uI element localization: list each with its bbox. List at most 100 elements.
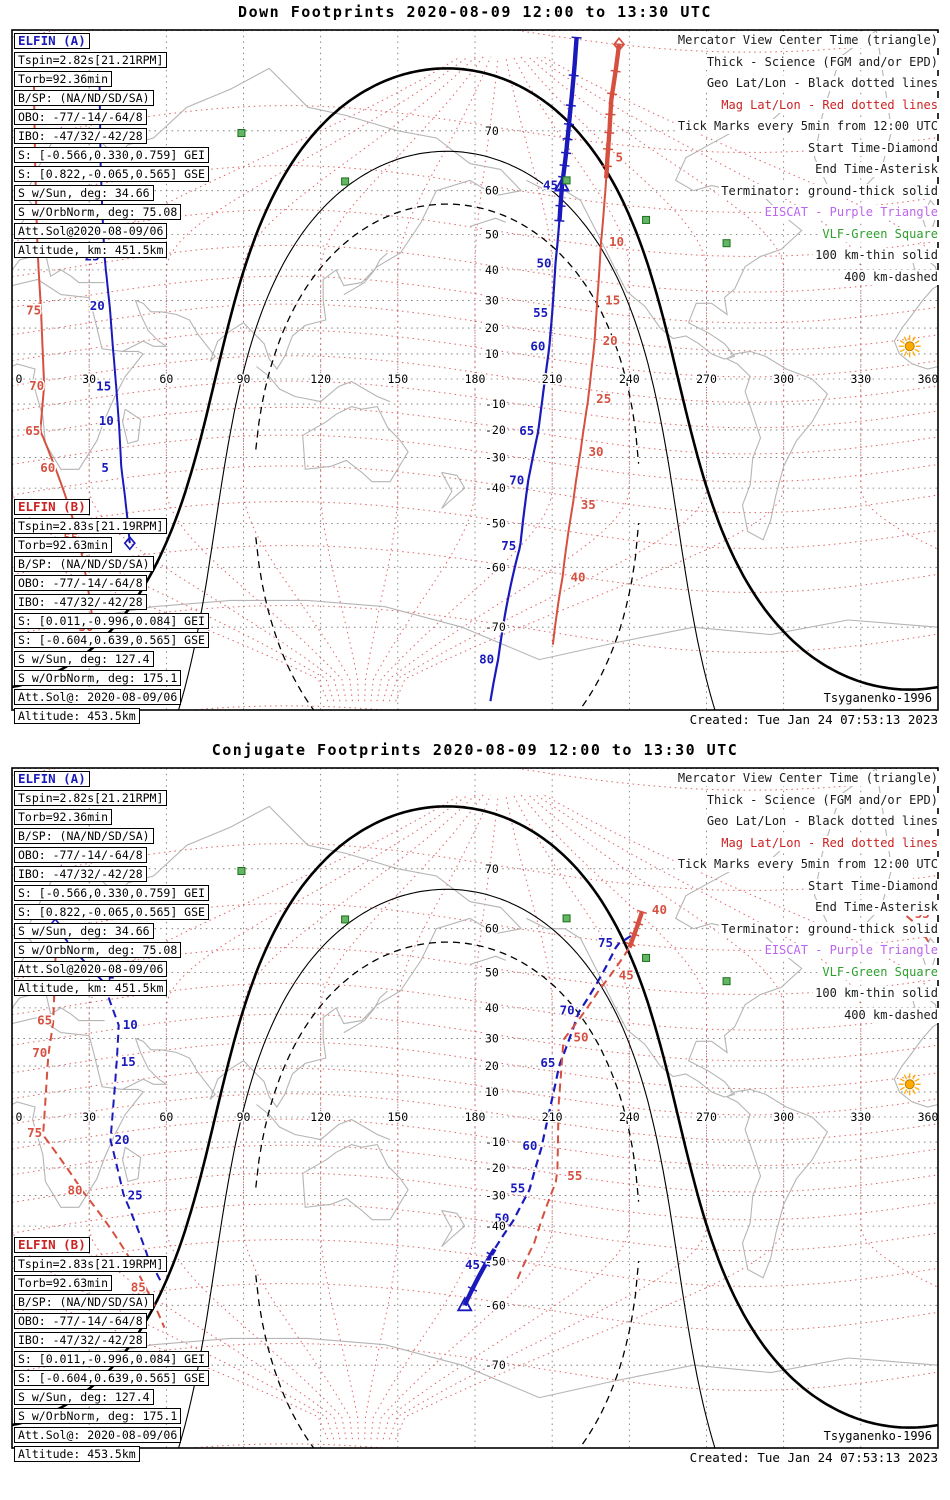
start-time-diamond	[123, 535, 136, 551]
panel-conjugate-footprints: 5101520254550556065707565707580854045505…	[0, 738, 950, 1483]
legend-line: Geo Lat/Lon - Black dotted lines	[704, 76, 940, 91]
svg-text:50: 50	[485, 965, 499, 979]
svg-text:10: 10	[485, 347, 499, 361]
svg-text:40: 40	[485, 263, 499, 277]
info-line: OBO: -77/-14/-64/8	[14, 847, 209, 863]
info-line: Altitude: 453.5km	[14, 708, 209, 724]
minute-tick-label: 60	[522, 1138, 537, 1153]
info-line: Att.Sol@: 2020-08-09/06	[14, 1427, 209, 1443]
map-area-down: 5101520254550556065707580510152025303540…	[12, 30, 938, 710]
legend-line: 400 km-dashed	[842, 1007, 940, 1023]
info-line: Att.Sol@2020-08-09/06	[14, 223, 209, 239]
elfin-header: ELFIN (B)	[14, 1237, 209, 1253]
legend-line: Thick - Science (FGM and/or EPD)	[704, 792, 940, 808]
minute-tick-label: 20	[90, 298, 105, 313]
minute-tick-label: 80	[68, 1182, 83, 1197]
svg-text:-70: -70	[485, 1358, 506, 1372]
minute-tick-label: 80	[479, 652, 494, 667]
legend-line: 100 km-thin solid	[813, 248, 940, 263]
minute-tick-label: 15	[605, 292, 620, 307]
minute-tick-label: 50	[537, 255, 552, 270]
svg-text:0: 0	[16, 372, 23, 386]
svg-text:-30: -30	[485, 1189, 506, 1203]
svg-text:210: 210	[542, 372, 563, 386]
coastlines	[12, 768, 938, 1399]
svg-text:20: 20	[485, 1059, 499, 1073]
svg-text:-50: -50	[485, 1255, 506, 1269]
minute-tick-label: 70	[560, 1002, 575, 1017]
legend-block: Mercator View Center Time (triangle) Thic…	[675, 769, 940, 1027]
svg-text:50: 50	[485, 227, 499, 241]
terminator-400km	[255, 203, 640, 710]
minute-tick-label: 5	[615, 150, 623, 165]
info-line: Tspin=2.82s[21.21RPM]	[14, 52, 209, 68]
track-elfin-b-descending: 5 10 15 20 25 30 35 40	[551, 36, 626, 645]
svg-text:-60: -60	[485, 560, 506, 574]
svg-text:60: 60	[485, 184, 499, 198]
info-line: S: [0.011,-0.996,0.084] GEI	[14, 613, 209, 629]
info-line: OBO: -77/-14/-64/8	[14, 575, 209, 591]
map-frame	[11, 767, 939, 1449]
minute-tick-label: 65	[37, 1012, 52, 1027]
svg-text:270: 270	[696, 372, 717, 386]
legend-line: VLF-Green Square	[820, 964, 940, 980]
info-line: S: [-0.604,0.639,0.565] GSE	[14, 1370, 209, 1386]
info-line: B/SP: (NA/ND/SD/SA)	[14, 1294, 209, 1310]
svg-text:20: 20	[485, 321, 499, 335]
legend-line: End Time-Asterisk	[813, 900, 940, 915]
legend-block: Mercator View Center Time (triangle) Thic…	[675, 31, 940, 289]
legend-line: Terminator: ground-thick solid	[719, 921, 940, 937]
elfin-header: ELFIN (A)	[14, 771, 209, 787]
legend-line: EISCAT - Purple Triangle	[762, 943, 940, 958]
svg-text:330: 330	[850, 372, 871, 386]
info-line: Altitude: 453.5km	[14, 1446, 209, 1462]
info-line: S: [0.822,-0.065,0.565] GSE	[14, 904, 209, 920]
legend-line: Mag Lat/Lon - Red dotted lines	[719, 97, 940, 113]
center-time-triangle	[456, 1296, 473, 1312]
minute-tick-label: 75	[501, 538, 516, 553]
minute-tick-label: 55	[510, 1180, 525, 1195]
minute-tick-label: 50	[494, 1211, 509, 1226]
latitude-axis-labels: 70 60 50 40 30 20 10 -10 -20 -30 -40 -50 -60 -70	[484, 860, 508, 1373]
info-line: B/SP: (NA/ND/SD/SA)	[14, 556, 209, 572]
terminator-100km	[177, 150, 716, 710]
map-frame	[11, 29, 939, 711]
svg-text:-20: -20	[485, 423, 506, 437]
info-line: S w/OrbNorm, deg: 75.08	[14, 942, 209, 958]
svg-text:60: 60	[159, 1110, 173, 1124]
info-line: Torb=92.63min	[14, 537, 209, 553]
svg-text:150: 150	[387, 372, 408, 386]
svg-text:330: 330	[850, 1110, 871, 1124]
elfin-a-info-block: ELFIN (A) Tspin=2.82s[21.21RPM] Torb=92.36…	[14, 771, 209, 999]
minute-tick-label: 60	[40, 460, 55, 475]
info-line: S w/OrbNorm, deg: 175.1	[14, 1408, 209, 1424]
map-area-conjugate: 5101520254550556065707565707580854045505…	[12, 768, 938, 1448]
info-line: Att.Sol@2020-08-09/06	[14, 961, 209, 977]
info-line: S: [0.011,-0.996,0.084] GEI	[14, 1351, 209, 1367]
svg-text:-50: -50	[485, 517, 506, 531]
info-line: OBO: -77/-14/-64/8	[14, 109, 209, 125]
info-line: IBO: -47/32/-42/28	[14, 1332, 209, 1348]
minute-tick-label: 75	[27, 1125, 42, 1140]
svg-text:360: 360	[918, 1110, 939, 1124]
minute-tick-label: 10	[609, 234, 624, 249]
minute-tick-label: 40	[652, 902, 667, 917]
track-elfin-b-left: 65 70 75 80 85	[26, 929, 166, 1328]
info-line: IBO: -47/32/-42/28	[14, 594, 209, 610]
info-line: IBO: -47/32/-42/28	[14, 128, 209, 144]
minute-tick-label: 45	[465, 1257, 480, 1272]
coastlines	[12, 30, 938, 661]
elfin-b-info-block: ELFIN (B) Tspin=2.83s[21.19RPM] Torb=92.63…	[14, 1237, 209, 1465]
svg-text:60: 60	[485, 922, 499, 936]
svg-text:30: 30	[485, 1031, 499, 1045]
minute-tick-label: 70	[509, 473, 524, 488]
minute-tick-label: 25	[128, 1187, 143, 1202]
legend-line: Thick - Science (FGM and/or EPD)	[704, 54, 940, 70]
svg-text:-70: -70	[485, 620, 506, 634]
minute-tick-label: 70	[29, 378, 44, 393]
legend-line: VLF-Green Square	[820, 226, 940, 242]
info-line: B/SP: (NA/ND/SD/SA)	[14, 90, 209, 106]
longitude-axis-labels: 0 30 60 90 120 150 180 210 240 270 300 330 360	[14, 371, 940, 388]
minute-tick-label: 75	[598, 935, 613, 950]
